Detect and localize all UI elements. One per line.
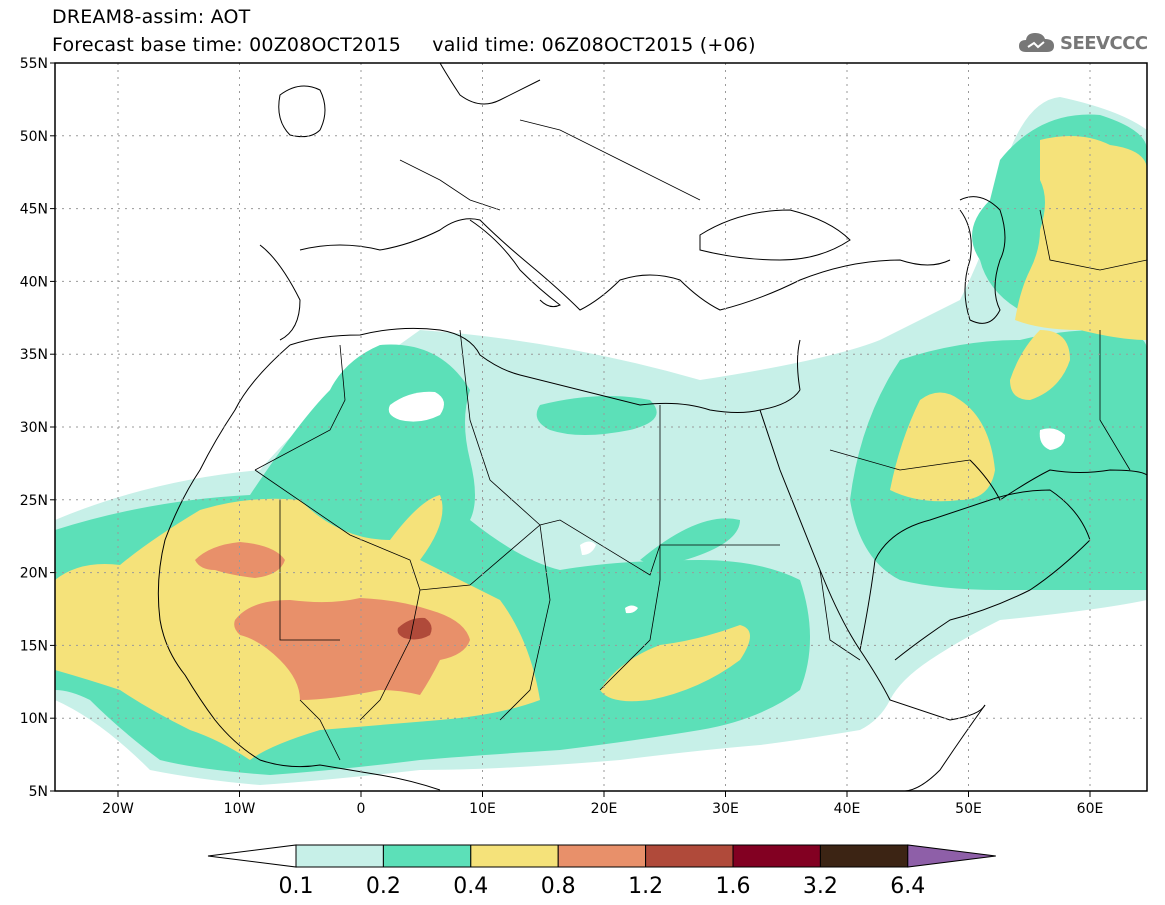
- colorbar-under-arrow: [207, 844, 297, 868]
- lon-label: 20W: [102, 801, 134, 817]
- lat-label: 25N: [20, 493, 48, 509]
- logo-text: SEEVCCC: [1060, 32, 1148, 54]
- colorbar-tick-label: 0.8: [541, 874, 576, 899]
- lat-label: 10N: [20, 711, 48, 727]
- graticule: [55, 63, 1147, 791]
- colorbar-segment: [557, 844, 647, 868]
- cloud-icon: [1019, 33, 1054, 52]
- colorbar-tick-label: 0.1: [279, 874, 314, 899]
- lat-label: 40N: [20, 274, 48, 290]
- aot-field: [55, 97, 1147, 785]
- colorbar-tick-label: 6.4: [890, 874, 925, 899]
- lat-label: 50N: [20, 129, 48, 145]
- colorbar-tick-label: 3.2: [803, 874, 838, 899]
- lon-label: 10W: [224, 801, 256, 817]
- lon-label: 30E: [712, 801, 739, 817]
- country-borders: [254, 119, 1147, 761]
- colorbar-tick-label: 1.2: [628, 874, 663, 899]
- colorbar-tick-label: 0.2: [366, 874, 401, 899]
- lat-label: 20N: [20, 566, 48, 582]
- lon-label: 10E: [469, 801, 496, 817]
- lat-label: 15N: [20, 638, 48, 654]
- lat-label: 30N: [20, 420, 48, 436]
- lat-label: 5N: [29, 784, 48, 800]
- lon-label: 40E: [834, 801, 861, 817]
- latitude-labels: 55N 50N 45N 40N 35N 30N 25N 20N 15N 10N 5N: [20, 56, 55, 800]
- colorbar-tick-label: 1.6: [716, 874, 751, 899]
- colorbar-segment: [645, 844, 734, 868]
- lon-label: 60E: [1077, 801, 1104, 817]
- colorbar-tick-label: 0.4: [453, 874, 488, 899]
- colorbar-segment: [295, 844, 384, 868]
- lat-label: 45N: [20, 202, 48, 218]
- colorbar: [207, 844, 996, 868]
- colorbar-segment: [470, 844, 559, 868]
- colorbar-segment: [732, 844, 821, 868]
- forecast-times: Forecast base time: 00Z08OCT2015 valid t…: [52, 34, 756, 56]
- seevccc-logo: SEEVCCC: [1018, 30, 1148, 56]
- lon-label: 0: [357, 801, 366, 817]
- lat-label: 35N: [20, 347, 48, 363]
- lat-label: 55N: [20, 56, 48, 72]
- longitude-labels: 20W 10W 0 10E 20E 30E 40E 50E 60E: [102, 791, 1103, 817]
- colorbar-segment: [382, 844, 472, 868]
- colorbar-over-arrow: [907, 844, 996, 868]
- coastlines: [157, 63, 1147, 791]
- map-title: DREAM8-assim: AOT: [52, 6, 251, 28]
- lon-label: 20E: [591, 801, 618, 817]
- lon-label: 50E: [955, 801, 982, 817]
- colorbar-tick-labels: 0.1 0.2 0.4 0.8 1.2 1.6 3.2 6.4: [279, 874, 926, 899]
- colorbar-segment: [819, 844, 909, 868]
